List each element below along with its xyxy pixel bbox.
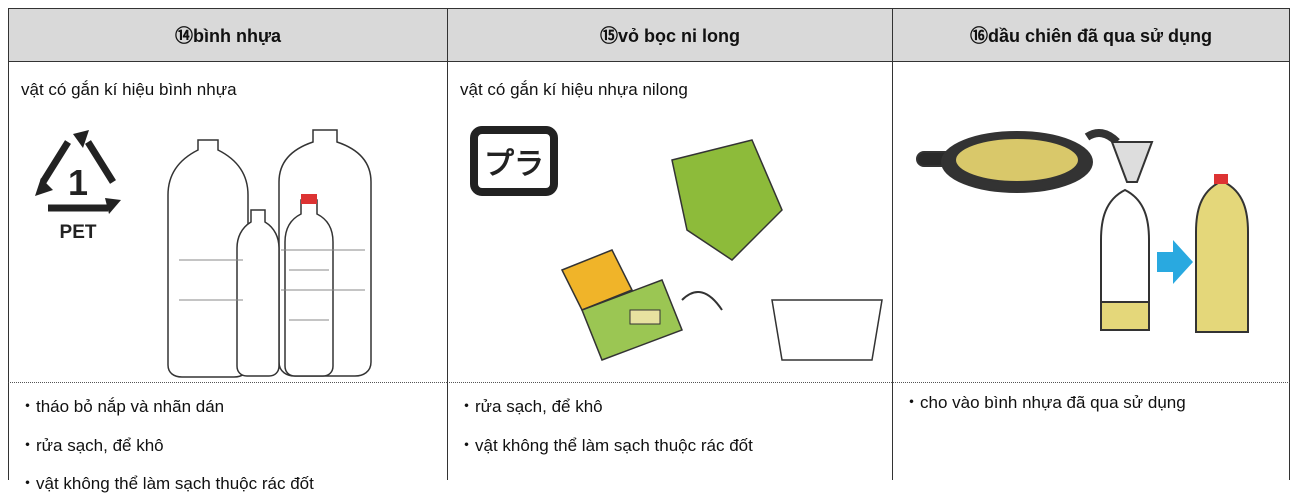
svg-text:1: 1 — [68, 162, 88, 203]
oil-illustration — [916, 129, 1249, 333]
header-text: ⑮vỏ bọc ni long — [600, 26, 740, 46]
header-cell: ⑭bình nhựa — [8, 8, 447, 62]
page: ⑭bình nhựa ⑮vỏ bọc ni long ⑯dầu chiên đã… — [8, 8, 1290, 493]
pet-label: PET — [60, 222, 97, 243]
instruction-cell: ・cho vào bình nhựa đã qua sử dụng — [892, 383, 1290, 480]
instruction: ・tháo bỏ nắp và nhãn dán — [19, 397, 225, 416]
instruction: ・cho vào bình nhựa đã qua sử dụng — [903, 393, 1186, 412]
instruction: ・rửa sạch, để khô — [19, 436, 164, 455]
header-text: ⑯dầu chiên đã qua sử dụng — [969, 26, 1213, 46]
header-text: ⑭bình nhựa — [174, 26, 282, 46]
description: vật có gắn kí hiệu bình nhựa — [21, 80, 237, 99]
instruction: ・vật không thể làm sạch thuộc rác đốt — [458, 436, 753, 455]
svg-text:プラ: プラ — [484, 148, 544, 181]
instruction: ・vật không thể làm sạch thuộc rác đốt — [19, 474, 314, 493]
image-cell — [892, 62, 1290, 383]
image-cell: vật có gắn kí hiệu bình nhựa 1 PET — [8, 62, 447, 383]
instruction-cell: ・tháo bỏ nắp và nhãn dán ・rửa sạch, để k… — [8, 383, 447, 493]
description: vật có gắn kí hiệu nhựa nilong — [460, 80, 688, 99]
pet-illustration: 1 PET — [35, 129, 372, 378]
instruction-cell: ・rửa sạch, để khô ・vật không thể làm sạc… — [447, 383, 892, 480]
plastic-illustration: プラ — [470, 126, 883, 361]
header-cell: ⑮vỏ bọc ni long — [447, 8, 892, 62]
header-cell: ⑯dầu chiên đã qua sử dụng — [892, 8, 1290, 62]
image-cell: vật có gắn kí hiệu nhựa nilong プラ — [447, 62, 892, 383]
instruction: ・rửa sạch, để khô — [458, 397, 603, 416]
